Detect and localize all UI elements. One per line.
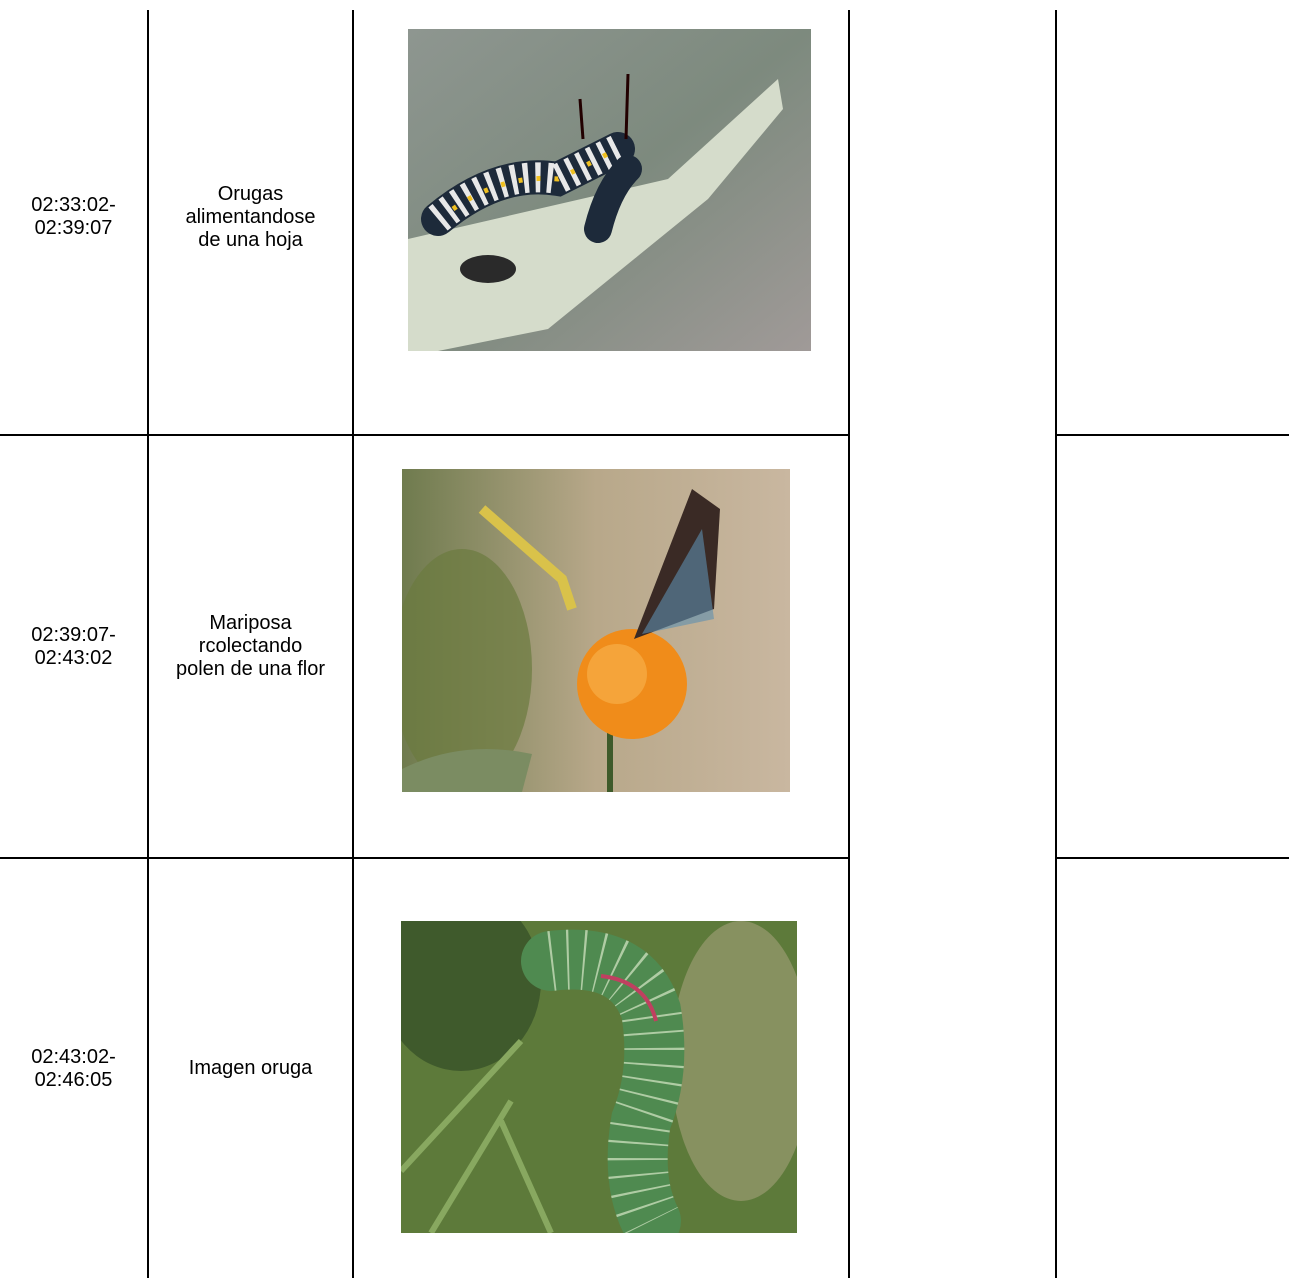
time-text: 02:39:07-02:43:02 [31,623,116,669]
description-cell: Orugas alimentandose de una hoja [149,0,352,434]
butterfly-photo [402,469,790,792]
description-text: Imagen oruga [188,1057,313,1079]
description-text: Mariposa rcolectando polen de una flor [175,612,325,680]
row-line [0,857,850,859]
green-caterpillar-photo [401,921,797,1233]
row-line [1055,434,1289,436]
time-cell: 02:39:07-02:43:02 [0,436,147,857]
description-text: Orugas alimentandose de una hoja [185,182,316,251]
row-line [1055,857,1289,859]
description-cell: Mariposa rcolectando polen de una flor [149,436,352,857]
column-line [147,10,149,1278]
description-cell: Imagen oruga [149,859,352,1278]
time-text: 02:43:02-02:46:05 [31,1045,116,1091]
column-line [1055,10,1057,1278]
time-text: 02:33:02-02:39:07 [31,194,116,239]
time-cell: 02:43:02-02:46:05 [0,859,147,1278]
column-line [848,10,850,1278]
time-cell: 02:33:02-02:39:07 [0,0,147,434]
row-line [0,434,850,436]
caterpillar-photo [408,29,811,351]
column-line [352,10,354,1278]
